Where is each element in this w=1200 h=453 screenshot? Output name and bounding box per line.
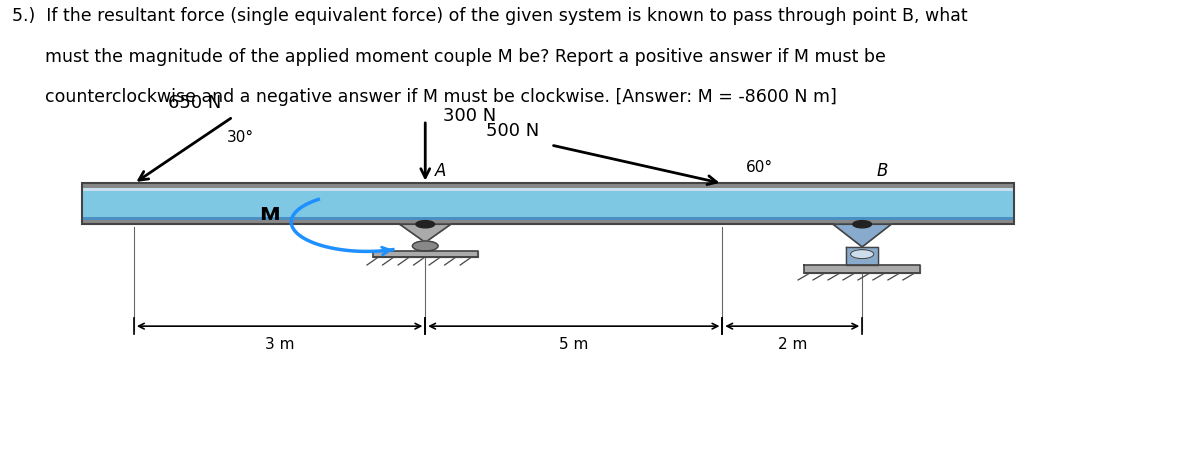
Text: 60°: 60° <box>745 160 773 175</box>
Circle shape <box>851 250 874 259</box>
Polygon shape <box>804 265 920 273</box>
Text: M: M <box>259 207 280 227</box>
Bar <box>82 183 1014 224</box>
Circle shape <box>413 241 438 251</box>
Text: 5.)  If the resultant force (single equivalent force) of the given system is kno: 5.) If the resultant force (single equiv… <box>12 7 967 25</box>
Text: A: A <box>434 162 446 180</box>
Text: 300 N: 300 N <box>443 106 496 125</box>
Polygon shape <box>400 224 451 242</box>
Polygon shape <box>846 247 878 265</box>
Text: 650 N: 650 N <box>168 94 221 112</box>
Text: 5 m: 5 m <box>559 337 588 352</box>
Bar <box>82 220 1014 224</box>
Text: B: B <box>876 162 888 180</box>
Circle shape <box>416 221 434 228</box>
Text: 30°: 30° <box>227 130 254 145</box>
Polygon shape <box>373 251 478 257</box>
Text: counterclockwise and a negative answer if M must be clockwise. [Answer: M = -860: counterclockwise and a negative answer i… <box>12 88 836 106</box>
Polygon shape <box>833 224 892 247</box>
Text: must the magnitude of the applied moment couple M be? Report a positive answer i: must the magnitude of the applied moment… <box>12 48 886 66</box>
Circle shape <box>853 221 871 228</box>
Bar <box>82 183 1014 188</box>
Bar <box>82 183 1014 224</box>
Bar <box>82 217 1014 224</box>
Bar <box>82 183 1014 191</box>
Text: 3 m: 3 m <box>265 337 294 352</box>
Text: 500 N: 500 N <box>486 122 539 140</box>
Text: 2 m: 2 m <box>778 337 806 352</box>
